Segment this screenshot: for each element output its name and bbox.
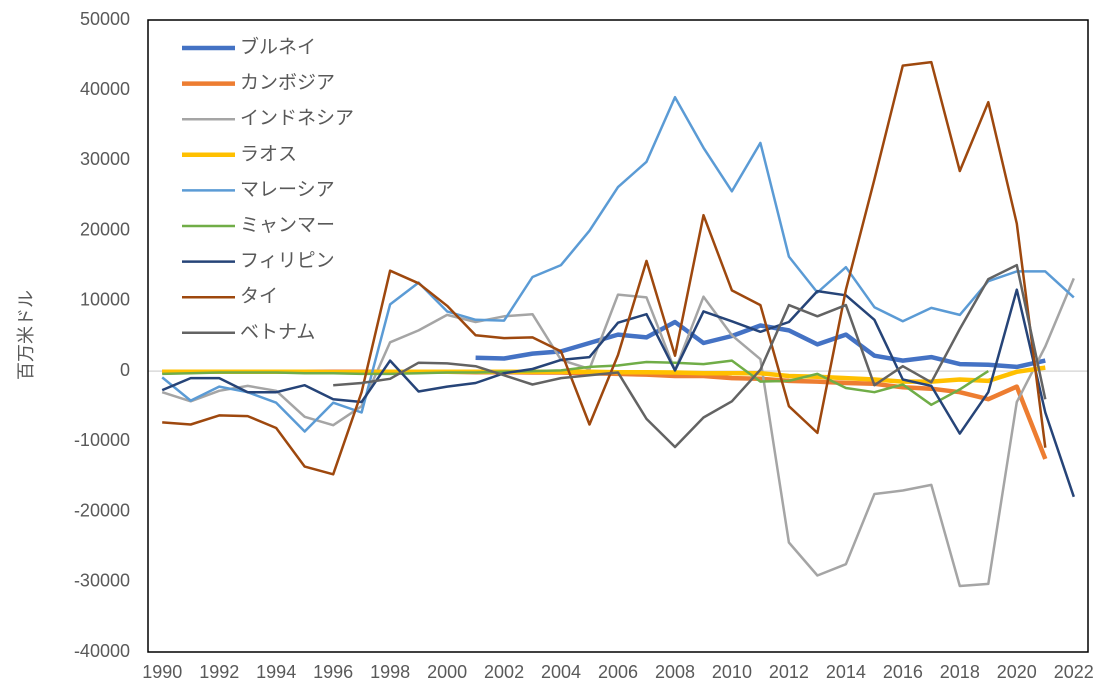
series-line <box>162 365 1046 384</box>
x-tick-label: 2000 <box>427 662 467 682</box>
y-tick-label: -10000 <box>74 430 130 450</box>
y-tick-label: 30000 <box>80 149 130 169</box>
y-tick-label: -30000 <box>74 571 130 591</box>
legend-label: タイ <box>240 285 278 307</box>
legend-label: マレーシア <box>240 179 335 200</box>
y-tick-label: 10000 <box>80 290 130 310</box>
x-tick-label: 2010 <box>712 662 752 682</box>
series-line <box>475 319 1046 370</box>
x-tick-label: 2020 <box>997 662 1037 682</box>
series-line <box>162 359 989 407</box>
legend-label: ミャンマー <box>240 215 335 236</box>
legend-label: カンボジア <box>240 72 335 94</box>
x-tick-label: 2008 <box>655 662 695 682</box>
x-tick-label: 1990 <box>142 662 182 682</box>
series-line <box>161 288 1075 498</box>
x-tick-label: 2018 <box>940 662 980 682</box>
x-tick-label: 1994 <box>256 662 296 682</box>
x-tick-label: 2006 <box>598 662 638 682</box>
y-tick-label: 50000 <box>80 9 130 29</box>
x-tick-label: 2014 <box>826 662 866 682</box>
y-tick-label: -20000 <box>74 500 130 520</box>
series-line <box>161 95 1075 433</box>
series-line <box>161 277 1075 588</box>
plot-frame <box>147 19 1089 653</box>
x-tick-label: 2002 <box>484 662 524 682</box>
x-tick-label: 1998 <box>370 662 410 682</box>
y-tick-label: 0 <box>120 360 130 380</box>
y-tick-label: 40000 <box>80 79 130 99</box>
x-tick-label: 1996 <box>313 662 353 682</box>
x-tick-label: 1992 <box>199 662 239 682</box>
series-line <box>333 263 1047 449</box>
series-line <box>162 369 1048 460</box>
series-line <box>162 60 1047 476</box>
legend-label: フィリピン <box>240 251 335 272</box>
legend-label: インドネシア <box>240 108 354 129</box>
y-axis-label: 百万米ドル <box>16 290 36 380</box>
y-tick-label: -40000 <box>74 641 130 661</box>
x-tick-label: 2012 <box>769 662 809 682</box>
x-tick-label: 2022 <box>1054 662 1094 682</box>
legend-label: ラオス <box>240 144 297 165</box>
x-tick-label: 2004 <box>541 662 581 682</box>
legend-label: ブルネイ <box>240 35 316 58</box>
x-tick-label: 2016 <box>883 662 923 682</box>
legend-label: ベトナム <box>240 322 315 343</box>
y-tick-label: 20000 <box>80 219 130 239</box>
